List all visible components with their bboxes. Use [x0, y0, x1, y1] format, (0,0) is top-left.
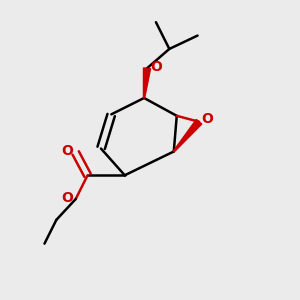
- Text: O: O: [150, 60, 162, 74]
- Text: O: O: [61, 145, 73, 158]
- Text: O: O: [201, 112, 213, 126]
- Text: O: O: [61, 191, 73, 205]
- Polygon shape: [143, 68, 151, 98]
- Polygon shape: [173, 119, 202, 152]
